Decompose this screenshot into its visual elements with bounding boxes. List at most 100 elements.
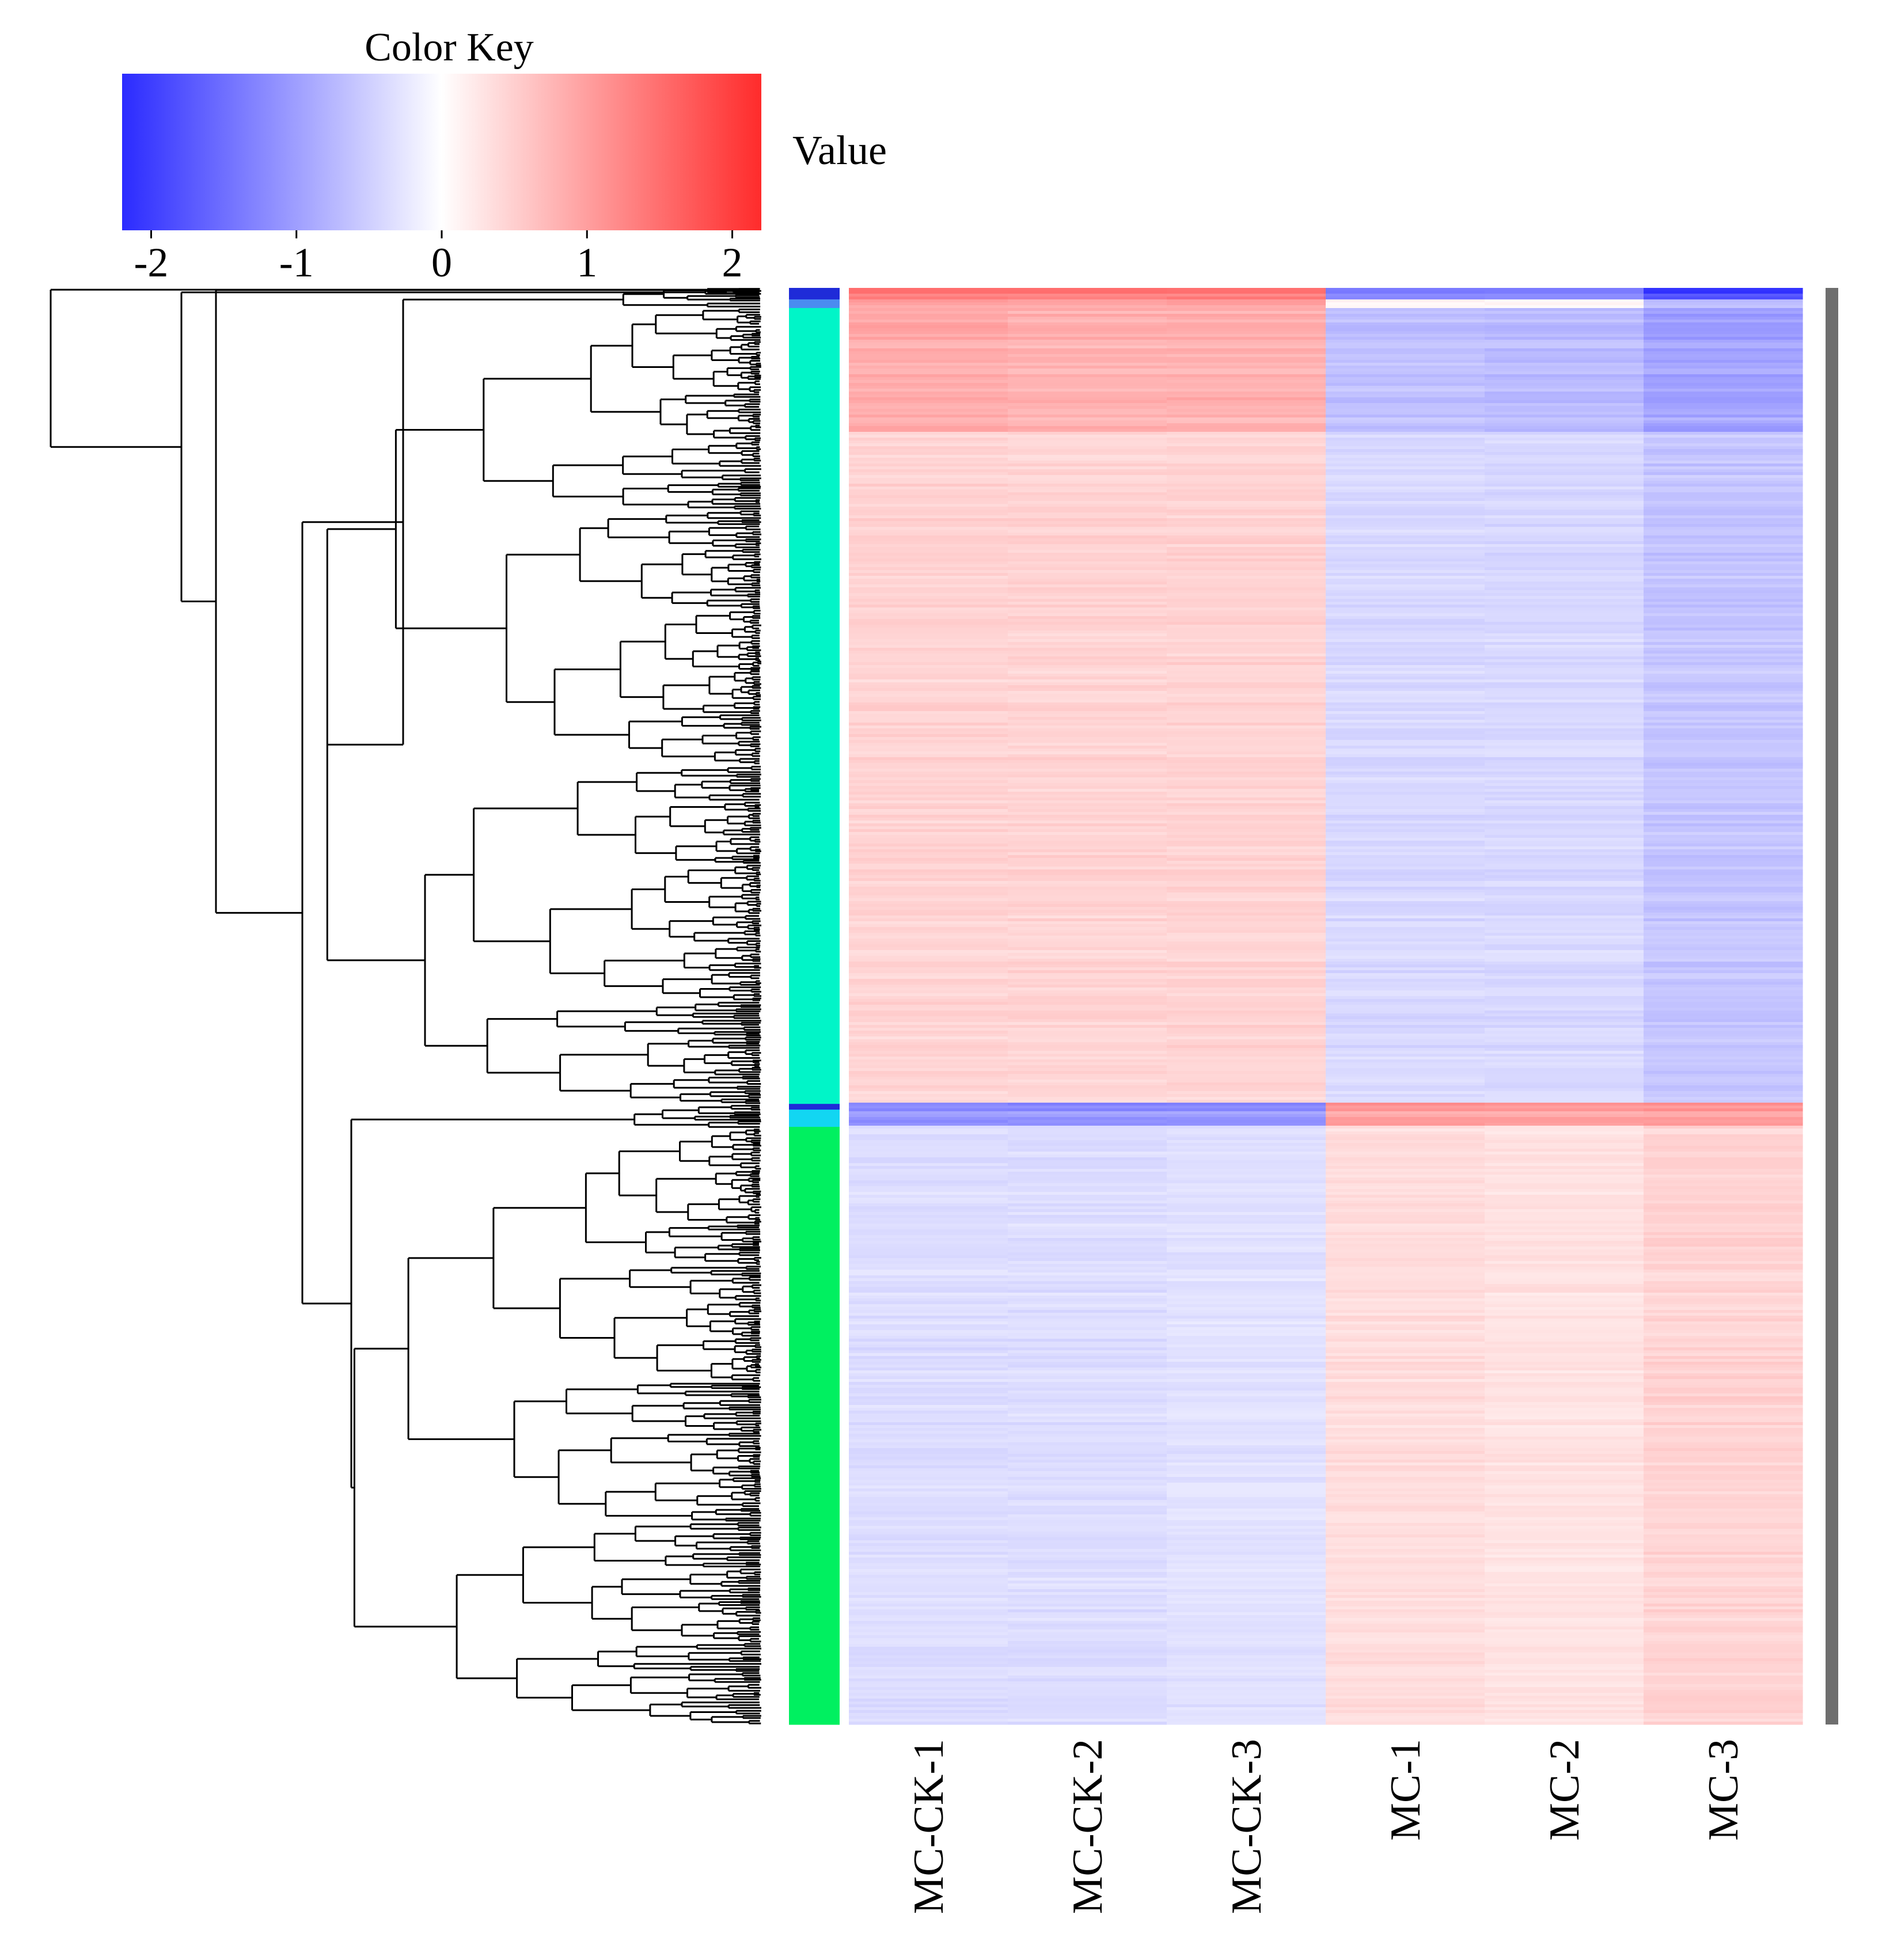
heatmap-cell (1644, 1716, 1803, 1719)
heatmap-cell (1644, 1477, 1803, 1480)
heatmap-cell (1644, 1224, 1803, 1227)
heatmap-cell (1485, 1077, 1644, 1080)
heatmap-cell (1326, 774, 1485, 778)
heatmap-cell (849, 1163, 1008, 1167)
heatmap-cell (1644, 1215, 1803, 1218)
heatmap-cell (1167, 622, 1326, 625)
heatmap-cell (1167, 1287, 1326, 1290)
heatmap-cell (1167, 1134, 1326, 1138)
heatmap-cell (1008, 1627, 1167, 1630)
heatmap-cell (1326, 1342, 1485, 1345)
heatmap-cell (1326, 1379, 1485, 1382)
heatmap-cell (1644, 530, 1803, 533)
heatmap-cell (1167, 1693, 1326, 1696)
heatmap-cell (1167, 1005, 1326, 1008)
heatmap-cell (1167, 299, 1326, 303)
heatmap-cell (1326, 1077, 1485, 1080)
heatmap-cell (849, 1425, 1008, 1429)
heatmap-cell (1644, 1166, 1803, 1169)
heatmap-cell (1167, 800, 1326, 804)
heatmap-cell (849, 668, 1008, 671)
heatmap-cell (849, 1071, 1008, 1074)
heatmap-cell (1644, 1180, 1803, 1184)
heatmap-cell (1167, 792, 1326, 795)
heatmap-cell (1644, 1419, 1803, 1423)
heatmap-cell (1326, 1215, 1485, 1218)
heatmap-cell (1644, 766, 1803, 769)
heatmap-cell (1326, 662, 1485, 666)
heatmap-cell (1008, 1491, 1167, 1495)
heatmap-cell (849, 489, 1008, 493)
heatmap-cell (1008, 435, 1167, 438)
heatmap-cell (1644, 1529, 1803, 1532)
heatmap-cell (1167, 1716, 1326, 1719)
heatmap-cell (849, 1624, 1008, 1627)
heatmap-cell (849, 1085, 1008, 1089)
heatmap-cell (1485, 337, 1644, 340)
heatmap-cell (1326, 809, 1485, 812)
heatmap-cell (1644, 1463, 1803, 1466)
heatmap-cell (1008, 654, 1167, 657)
heatmap-cell (1008, 1310, 1167, 1313)
heatmap-cell (849, 950, 1008, 954)
heatmap-cell (1326, 1569, 1485, 1572)
heatmap-cell (1644, 1393, 1803, 1397)
heatmap-cell (1485, 1667, 1644, 1670)
heatmap-cell (1167, 406, 1326, 409)
heatmap-cell (849, 587, 1008, 591)
heatmap-cell (1485, 697, 1644, 700)
heatmap-cell (1326, 1293, 1485, 1296)
heatmap-cell (1326, 1045, 1485, 1049)
heatmap-cell (1008, 659, 1167, 663)
heatmap-cell (1485, 1373, 1644, 1377)
heatmap-cell (1485, 478, 1644, 481)
heatmap-cell (1326, 1221, 1485, 1224)
heatmap-cell (1008, 743, 1167, 746)
heatmap-cell (849, 1676, 1008, 1679)
heatmap-cell (849, 1684, 1008, 1688)
heatmap-cell (1008, 501, 1167, 504)
heatmap-cell (1485, 472, 1644, 476)
heatmap-cell (1644, 1062, 1803, 1066)
heatmap-cell (849, 371, 1008, 375)
heatmap-cell (1167, 1183, 1326, 1187)
heatmap-cell (1008, 1071, 1167, 1074)
heatmap-cell (1167, 1359, 1326, 1362)
heatmap-cell (1644, 466, 1803, 470)
heatmap-cell (1167, 944, 1326, 948)
heatmap-cell (1167, 619, 1326, 622)
heatmap-cell (1326, 702, 1485, 706)
heatmap-cell (849, 674, 1008, 677)
heatmap-cell (1167, 933, 1326, 936)
heatmap-cell (1644, 432, 1803, 435)
heatmap-cell (1644, 1635, 1803, 1639)
heatmap-cell (849, 1638, 1008, 1642)
heatmap-cell (849, 302, 1008, 306)
heatmap-cell (1326, 374, 1485, 378)
heatmap-cell (1008, 962, 1167, 965)
heatmap-cell (849, 1693, 1008, 1696)
heatmap-cell (849, 1704, 1008, 1708)
heatmap-cell (1008, 651, 1167, 654)
heatmap-cell (1485, 1365, 1644, 1368)
heatmap-cell (1326, 492, 1485, 496)
heatmap-cell (1008, 1434, 1167, 1437)
heatmap-cell (1644, 553, 1803, 556)
heatmap-cell (1008, 916, 1167, 919)
heatmap-cell (1167, 314, 1326, 317)
heatmap-cell (1326, 369, 1485, 372)
heatmap-cell (1167, 1376, 1326, 1380)
heatmap-cell (849, 1627, 1008, 1630)
heatmap-cell (1008, 625, 1167, 628)
heatmap-cell (1167, 746, 1326, 749)
heatmap-cell (1167, 674, 1326, 677)
heatmap-cell (1326, 642, 1485, 645)
heatmap-cell (1485, 1172, 1644, 1175)
heatmap-cell (1167, 553, 1326, 556)
heatmap-cell (1644, 1506, 1803, 1509)
heatmap-cell (1008, 1641, 1167, 1644)
heatmap-cell (1644, 1255, 1803, 1259)
cluster-segment (789, 1127, 840, 1725)
heatmap-cell (849, 832, 1008, 835)
heatmap-cell (849, 1321, 1008, 1325)
